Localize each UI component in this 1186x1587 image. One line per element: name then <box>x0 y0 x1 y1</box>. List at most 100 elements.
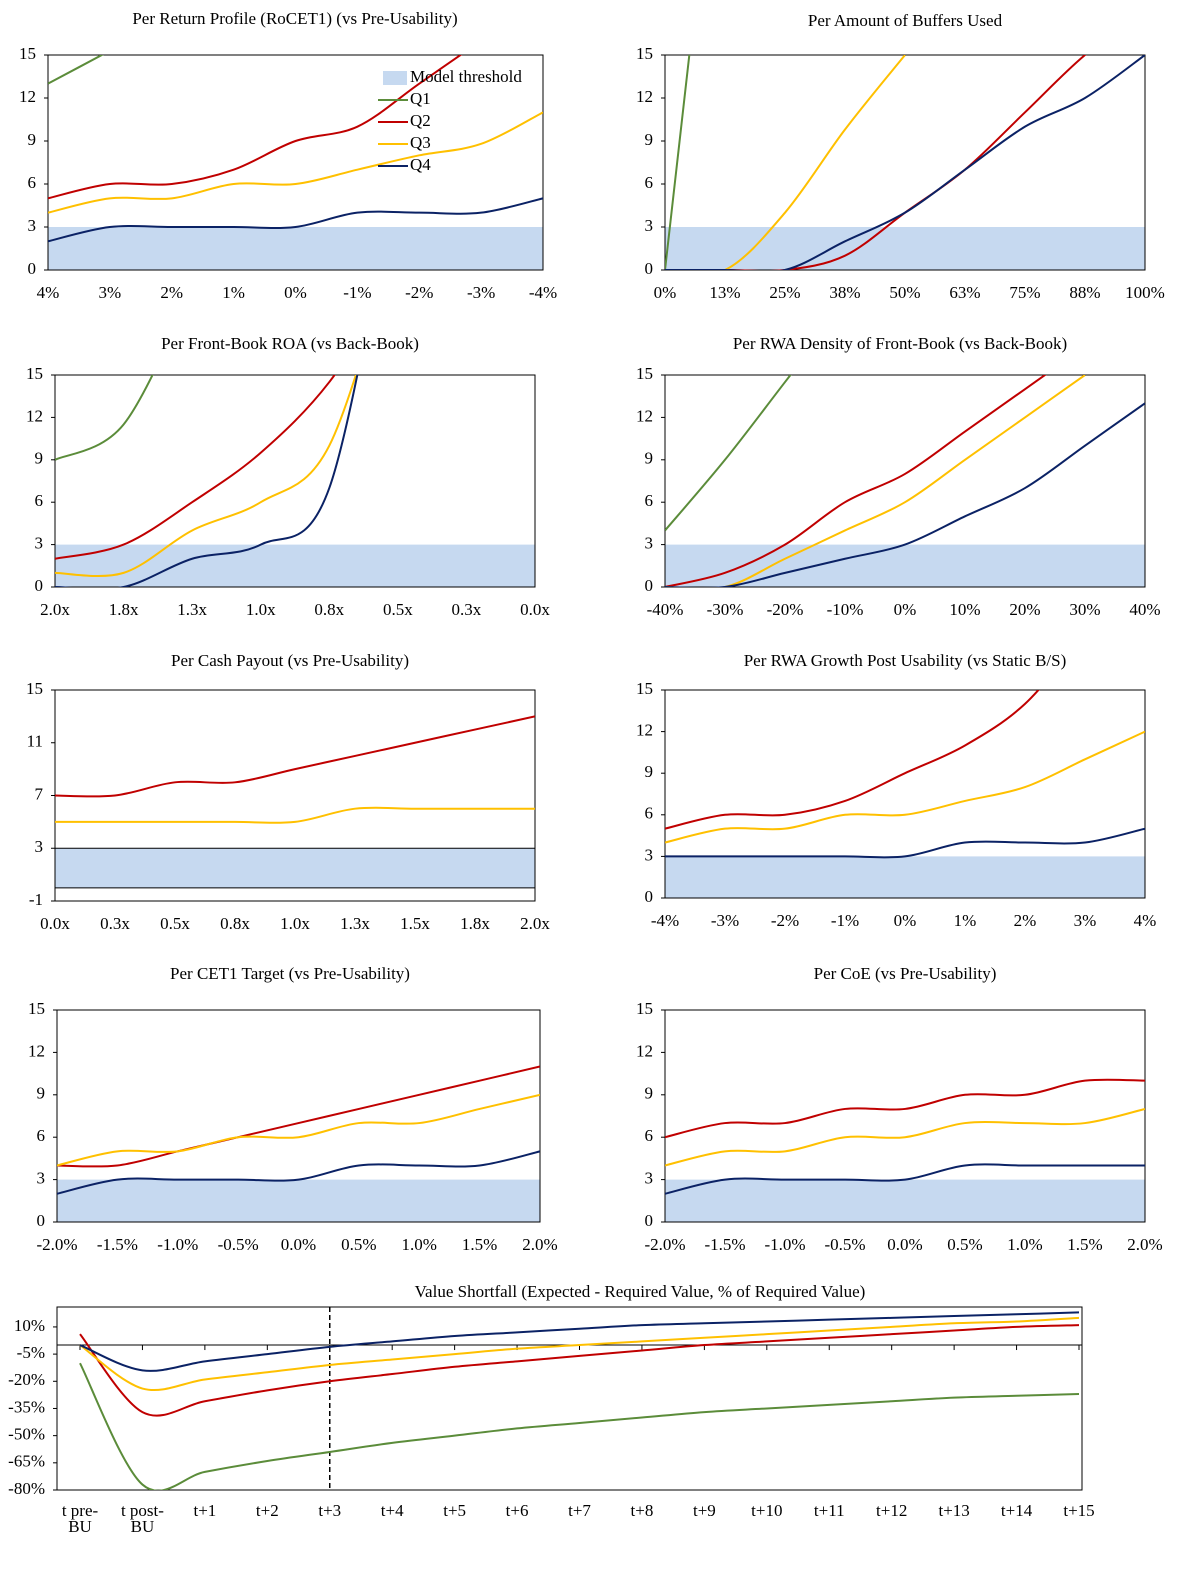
x-tick-label: 0.5x <box>160 914 190 933</box>
series-line <box>55 375 154 461</box>
plot-frame <box>664 689 1146 899</box>
x-tick-label: 1.3x <box>177 600 207 619</box>
y-tick-label: 0 <box>35 576 44 595</box>
x-tick-label: 2.0% <box>522 1235 557 1254</box>
x-tick-label: 1.0% <box>402 1235 437 1254</box>
y-tick-label: 0 <box>28 259 37 278</box>
x-tick-label: 40% <box>1129 600 1160 619</box>
x-tick-label: 1.0x <box>280 914 310 933</box>
series-line <box>665 1163 1145 1195</box>
x-tick-label: 1% <box>954 911 977 930</box>
legend-label: Q2 <box>410 111 431 130</box>
x-tick-label: t+14 <box>1000 1501 1033 1520</box>
x-tick-label: 1.8x <box>109 600 139 619</box>
series-line <box>57 1093 540 1167</box>
x-tick-label: -2% <box>771 911 799 930</box>
x-tick-label: -2.0% <box>36 1235 77 1254</box>
chart-title: Per CoE (vs Pre-Usability) <box>814 964 997 983</box>
threshold-band <box>665 1179 1145 1222</box>
x-tick-label: -3% <box>711 911 739 930</box>
y-tick-label: 15 <box>636 999 653 1018</box>
threshold-band <box>665 227 1145 270</box>
x-tick-label: 0% <box>654 283 677 302</box>
x-tick-label: -1% <box>831 911 859 930</box>
x-tick-label: t+7 <box>568 1501 591 1520</box>
series-line <box>48 55 104 85</box>
x-tick-label: t+15 <box>1063 1501 1095 1520</box>
plot-frame <box>47 54 544 271</box>
x-tick-label: t pre-BU <box>61 1501 99 1536</box>
x-tick-label: 0.8x <box>314 600 344 619</box>
series-line <box>665 730 1145 844</box>
series-line <box>55 375 336 560</box>
series-line <box>665 55 691 270</box>
legend-swatch <box>383 71 407 85</box>
y-tick-label: 15 <box>19 44 36 63</box>
x-tick-label: 0.3x <box>100 914 130 933</box>
y-tick-label: 3 <box>645 845 654 864</box>
x-tick-label: -10% <box>827 600 864 619</box>
y-tick-label: 0 <box>645 1211 654 1230</box>
x-tick-label: 1.5% <box>1067 1235 1102 1254</box>
x-tick-label: 0.0% <box>887 1235 922 1254</box>
x-tick-label: 0.3x <box>452 600 482 619</box>
series-group <box>57 1065 540 1195</box>
plot-frame <box>56 1009 541 1223</box>
series-group <box>55 375 359 587</box>
y-tick-label: 6 <box>645 1126 654 1145</box>
y-tick-label: 3 <box>28 216 37 235</box>
x-tick-label: 4% <box>1134 911 1157 930</box>
x-tick-label: 2% <box>1014 911 1037 930</box>
y-tick-label: 9 <box>645 449 654 468</box>
y-tick-label: 9 <box>35 449 44 468</box>
series-line <box>665 402 1145 587</box>
chart-title: Value Shortfall (Expected - Required Val… <box>415 1282 866 1301</box>
x-tick-label: 0.5% <box>341 1235 376 1254</box>
y-tick-label: 0 <box>37 1211 46 1230</box>
x-tick-label: -1.5% <box>704 1235 745 1254</box>
x-tick-label: 0% <box>284 283 307 302</box>
y-tick-label: 3 <box>645 216 654 235</box>
y-tick-label: -80% <box>8 1479 45 1498</box>
x-tick-label: 25% <box>769 283 800 302</box>
y-tick-label: 15 <box>636 364 653 383</box>
series-line <box>79 1316 1080 1392</box>
plot-frame <box>56 1306 1083 1491</box>
series-group <box>665 375 1145 587</box>
x-tick-label: -1% <box>343 283 371 302</box>
x-tick-label: 1.0% <box>1007 1235 1042 1254</box>
x-tick-label: 88% <box>1069 283 1100 302</box>
y-tick-label: 0 <box>645 576 654 595</box>
x-tick-label: t+1 <box>193 1501 217 1520</box>
x-tick-label: t post-BU <box>120 1501 164 1536</box>
y-tick-label: 12 <box>636 721 653 740</box>
chart-title: Per RWA Density of Front-Book (vs Back-B… <box>733 334 1067 353</box>
x-tick-label: t+2 <box>255 1501 279 1520</box>
series-line <box>665 375 792 532</box>
plot-frame <box>54 374 536 588</box>
series-line <box>55 806 535 824</box>
x-tick-label: 3% <box>1074 911 1097 930</box>
x-tick-label: 4% <box>37 283 60 302</box>
y-tick-label: -20% <box>8 1370 45 1389</box>
series-line <box>665 690 1040 830</box>
x-tick-label: 38% <box>829 283 860 302</box>
series-group <box>55 715 535 824</box>
y-tick-label: 3 <box>35 534 44 553</box>
x-tick-label: -4% <box>651 911 679 930</box>
series-line <box>79 1311 1080 1372</box>
x-tick-label: 0.8x <box>220 914 250 933</box>
legend-label: Q4 <box>410 155 431 174</box>
y-tick-label: -35% <box>8 1397 45 1416</box>
x-tick-label: 0.0% <box>281 1235 316 1254</box>
series-line <box>79 1324 1080 1417</box>
x-tick-label: 0.0x <box>520 600 550 619</box>
y-tick-label: 12 <box>636 1041 653 1060</box>
y-tick-label: 3 <box>645 1169 654 1188</box>
y-tick-label: 6 <box>37 1126 46 1145</box>
x-tick-label: 1.5x <box>400 914 430 933</box>
x-tick-label: t+11 <box>813 1501 845 1520</box>
x-tick-label: -0.5% <box>218 1235 259 1254</box>
